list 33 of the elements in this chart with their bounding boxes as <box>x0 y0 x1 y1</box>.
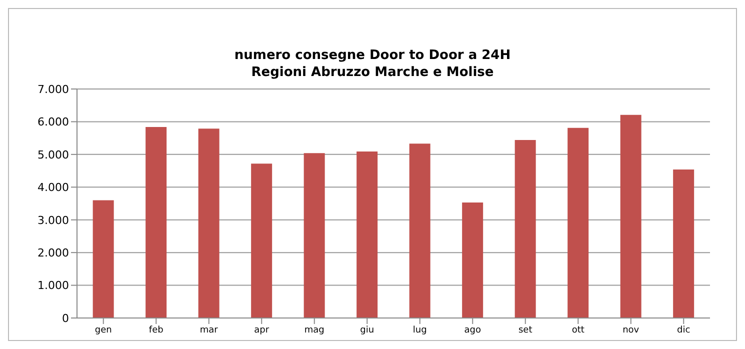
bar <box>673 169 694 318</box>
chart-title: numero consegne Door to Door a 24H Regioni Abruzzo Marche e Molise <box>233 47 512 81</box>
x-tick-label: giu <box>360 325 374 336</box>
x-tick-label: apr <box>254 325 270 336</box>
x-tick-label: dic <box>677 325 690 336</box>
bar <box>198 128 220 318</box>
x-tick-label: ott <box>572 325 585 336</box>
bar <box>514 140 536 318</box>
x-tick-label: feb <box>148 325 164 336</box>
bar <box>462 202 484 318</box>
bar <box>251 164 272 318</box>
x-tick-label: mag <box>304 325 324 336</box>
y-tick-label: 4.000 <box>38 181 69 194</box>
bar <box>356 151 378 318</box>
x-tick-label: nov <box>622 325 640 336</box>
bar <box>568 128 589 318</box>
x-tick-label: ago <box>464 325 482 336</box>
x-tick-label: set <box>518 325 533 336</box>
x-tick-label: lug <box>412 325 427 336</box>
x-tick-label: gen <box>94 325 112 336</box>
y-tick-label: 2.000 <box>38 246 69 260</box>
bar <box>146 126 167 318</box>
bar <box>304 153 325 318</box>
x-tick-label: mar <box>200 325 218 336</box>
y-tick-label: 1.000 <box>38 279 69 292</box>
bar <box>620 114 642 318</box>
bar <box>92 200 114 318</box>
y-tick-label: 6.000 <box>38 116 69 129</box>
bar <box>409 144 430 318</box>
y-tick-label: 7.000 <box>38 82 69 96</box>
y-tick-label: 0 <box>62 312 69 325</box>
y-tick-label: 5.000 <box>38 148 69 162</box>
y-tick-label: 3.000 <box>38 214 69 227</box>
